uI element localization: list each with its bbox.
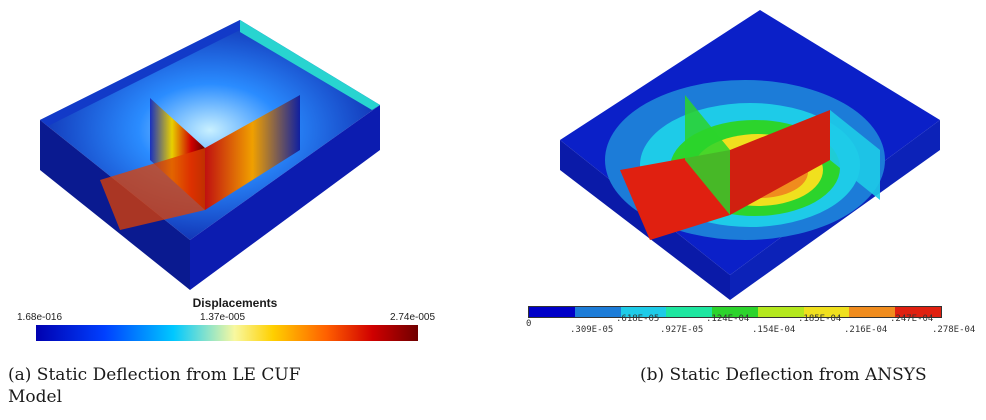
back-left-wall (40, 20, 240, 126)
caption-panel-b: (b) Static Deflection from ANSYS (640, 365, 927, 385)
colorbar-title: Displacements (192, 296, 278, 310)
colorbar-mid-label: 1.37e-005 (200, 312, 246, 323)
colorbar-band (895, 307, 942, 317)
colorbar-min-label: 1.68e-016 (17, 312, 63, 323)
tick-label: .124E-04 (706, 314, 750, 324)
inner-rib-right (730, 110, 830, 215)
colorbar-band (574, 307, 621, 317)
figure-panel-b: 0 .309E-05 .618E-05 .927E-05 .124E-04 .1… (500, 0, 986, 420)
colorbar-band (757, 307, 804, 317)
front-right-wall (190, 105, 380, 290)
contour-plot-cuf (40, 20, 380, 290)
tick-label: .247E-04 (890, 314, 934, 324)
colorbar-band (666, 307, 713, 317)
tick-label: .185E-04 (798, 314, 842, 324)
colorbar-band (712, 307, 758, 317)
inner-rib-right (205, 95, 300, 210)
tick-label: 0 (526, 319, 532, 329)
inner-rib-front (100, 148, 205, 230)
inner-rib-back (830, 110, 880, 200)
tick-label: .278E-04 (932, 325, 976, 335)
tick-label: .154E-04 (752, 325, 796, 335)
colorbar-band (620, 307, 667, 317)
colorbar-gradient (36, 325, 418, 341)
inner-rib-left (685, 95, 730, 215)
colorbar-band (849, 307, 896, 317)
tick-label: .309E-05 (570, 325, 614, 335)
contour-plot-ansys (560, 10, 940, 300)
tick-label: .618E-05 (616, 314, 660, 324)
back-right-wall (240, 20, 380, 110)
tick-label: .216E-04 (844, 325, 888, 335)
colorbar-band (803, 307, 850, 317)
colorbar-bands (528, 306, 942, 318)
figure-panel-a: Displacements 1.68e-016 1.37e-005 2.74e-… (0, 0, 470, 420)
caption-panel-a: (a) Static Deflection from LE CUF Model (8, 365, 301, 407)
colorbar-max-label: 2.74e-005 (390, 312, 436, 323)
colorbar-band (529, 307, 575, 317)
tick-label: .927E-05 (660, 325, 704, 335)
